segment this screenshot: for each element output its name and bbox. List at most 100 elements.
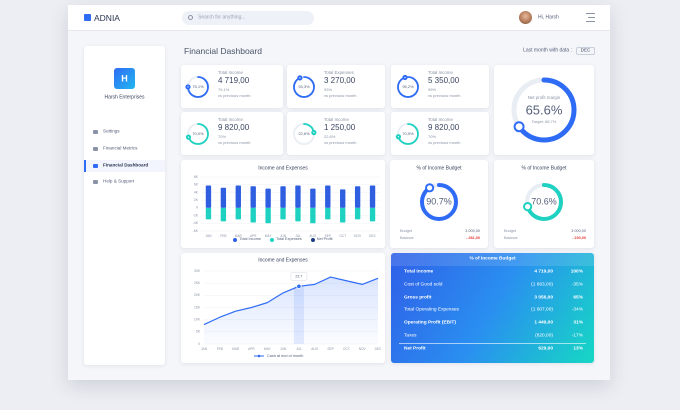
table-cell: 3 056,00	[534, 295, 553, 301]
ring-arc	[187, 123, 209, 145]
bar	[295, 185, 301, 208]
budget-gauge	[523, 183, 563, 221]
y-tick-label: 30K	[194, 269, 201, 273]
bar	[369, 185, 376, 208]
y-tick-label: -2K	[193, 213, 199, 217]
bar	[220, 207, 227, 222]
ring-arc	[511, 77, 577, 143]
legend-item: Total Income	[233, 237, 261, 242]
kpi-ring-label: 93,3%	[298, 84, 310, 89]
budget-gauge	[420, 183, 458, 221]
table-cell: (820,00)	[535, 333, 553, 339]
bar	[265, 207, 271, 224]
kpi-value: 3 270,00	[324, 76, 356, 85]
ring-knob	[311, 129, 317, 136]
bar	[235, 207, 241, 220]
x-tick-label: OCT	[343, 347, 350, 351]
budget-label: Budget	[400, 229, 413, 234]
table-cell: 4 719,00	[534, 269, 553, 275]
menu-icon	[93, 147, 98, 151]
y-tick-label: -6K	[193, 229, 199, 233]
ring-knob	[395, 134, 402, 140]
data-label: 23.7	[295, 274, 302, 278]
bar	[295, 207, 301, 222]
kpi-card	[181, 65, 283, 108]
table-cell: 65%	[573, 295, 583, 301]
period-value: DEC	[580, 47, 591, 53]
legend-label: Net Profit	[316, 237, 333, 242]
x-tick-label: MAR	[232, 347, 240, 351]
kpi-card	[287, 112, 385, 155]
ring-arc	[525, 183, 563, 221]
legend-item: Net Profit	[310, 237, 333, 242]
margin-gauge	[511, 77, 577, 143]
menu-item: Financial Dashboard	[103, 162, 149, 168]
bar	[235, 185, 241, 208]
x-tick-label: JAN	[201, 347, 208, 351]
kpi-note: vs previous month	[218, 140, 251, 145]
chart-title: Income and Expenses	[258, 257, 308, 264]
bar	[205, 207, 212, 220]
x-tick-label: APR	[250, 234, 257, 238]
bar	[369, 207, 376, 222]
sidebar	[84, 46, 165, 365]
legend-swatch	[269, 238, 274, 242]
kpi-change: 70%	[428, 134, 437, 139]
x-tick-label: NOV	[354, 234, 362, 238]
y-tick-label: 4K	[194, 190, 199, 194]
bar	[354, 207, 361, 220]
x-tick-label: DEC	[369, 234, 376, 238]
table-cell: 13%	[573, 346, 583, 352]
kpi-ring	[395, 123, 419, 145]
legend-swatch	[233, 238, 238, 242]
avatar[interactable]	[519, 11, 532, 24]
kpi-ring-label: 75,1%	[192, 84, 204, 89]
budget-value: 70.6%	[531, 196, 557, 207]
table-cell: -34%	[571, 307, 583, 313]
bar	[265, 188, 271, 208]
kpi-note: vs previous month	[324, 140, 357, 145]
ring-arc	[293, 76, 315, 98]
bar	[310, 188, 316, 208]
point	[296, 283, 302, 289]
menu-active-bar	[84, 160, 86, 172]
table-cell: (1 663,00)	[531, 282, 553, 288]
table-cell: 629,00	[538, 346, 553, 352]
budget-amount: 3 000,00	[465, 229, 480, 234]
table-card	[391, 253, 594, 363]
kpi-change: 99%	[428, 87, 437, 92]
search-box[interactable]	[182, 11, 314, 25]
menu-icon	[93, 164, 98, 168]
kpi-note: vs previous month	[428, 140, 461, 145]
budget-amount: 3 000,00	[571, 229, 586, 234]
table-cell: Gross profit	[404, 295, 432, 301]
bar	[325, 207, 331, 220]
bar	[220, 187, 227, 208]
x-tick-label: AUG	[309, 234, 316, 238]
x-tick-label: JUL	[295, 234, 301, 238]
tooltip-box	[290, 272, 308, 281]
bar	[325, 185, 331, 208]
x-tick-label: JAN	[205, 234, 212, 238]
kpi-ring-label: 95,2%	[402, 84, 414, 89]
legend-dot	[257, 354, 261, 358]
x-tick-label: MAY	[264, 347, 272, 351]
kpi-change: 75,1%	[218, 87, 230, 92]
kpi-ring	[185, 76, 209, 98]
ring-arc	[293, 123, 315, 145]
kpi-value: 9 820,00	[218, 123, 250, 132]
ring-knob	[523, 202, 533, 212]
y-tick-label: 2K	[194, 198, 199, 202]
table-cell: Total Income	[404, 269, 434, 275]
budget-label: Budget	[504, 229, 517, 234]
y-tick-label: 8K	[194, 175, 199, 179]
x-tick-label: MAY	[265, 234, 273, 238]
menu-button[interactable]	[586, 13, 595, 22]
legend: Total Income Total Expenses Net Profit	[181, 237, 385, 243]
x-tick-label: JUN	[280, 234, 287, 238]
menu-button-line	[588, 17, 595, 18]
menu-icon	[93, 130, 98, 134]
kpi-value: 1 250,00	[324, 123, 356, 132]
balance-label: Balance	[400, 236, 414, 241]
